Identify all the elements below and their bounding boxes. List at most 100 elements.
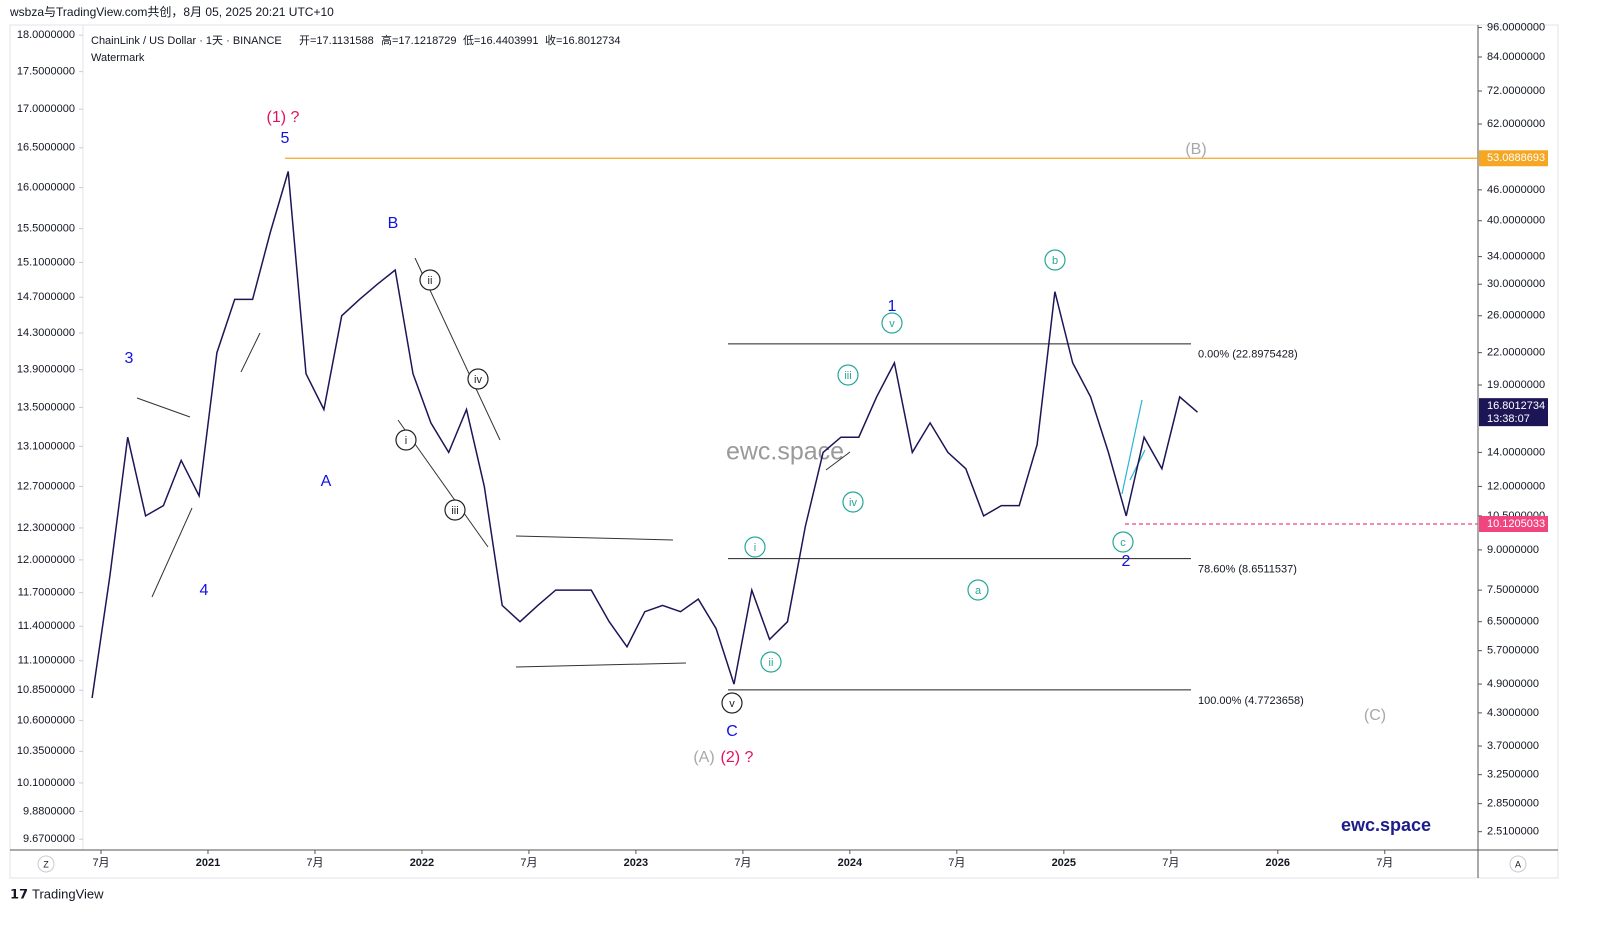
wave-label: a xyxy=(975,585,982,597)
wave-label: (2) ? xyxy=(721,749,754,766)
y-tick-label: 22.0000000 xyxy=(1487,347,1545,359)
wave-label: A xyxy=(321,473,332,490)
y2-tick-label: 13.9000000 xyxy=(17,364,75,376)
wave-label: i xyxy=(754,542,756,554)
wave-label: (1) ? xyxy=(267,109,300,126)
y2-tick-label: 14.7000000 xyxy=(17,291,75,303)
price-box-label: 53.0888693 xyxy=(1487,152,1545,164)
y2-tick-label: 9.8800000 xyxy=(23,805,75,817)
x-tick-label: 7月 xyxy=(734,857,751,869)
wave-circle xyxy=(967,579,989,601)
y2-tick-label: 12.7000000 xyxy=(17,480,75,492)
indicator: Watermark xyxy=(91,52,145,64)
countdown: 13:38:07 xyxy=(1487,413,1530,425)
y2-tick-label: 10.3500000 xyxy=(17,745,75,757)
wave-label: (B) xyxy=(1185,141,1206,158)
wave-circle xyxy=(395,429,417,451)
y-tick-label: 2.8500000 xyxy=(1487,798,1539,810)
y-tick-label: 6.5000000 xyxy=(1487,616,1539,628)
a-button-bg xyxy=(1509,855,1527,873)
fib-label: 0.00% (22.8975428) xyxy=(1198,349,1298,361)
ohlc-close: 收=16.8012734 xyxy=(545,33,621,47)
wave-circle xyxy=(760,651,782,673)
y-tick-label: 62.0000000 xyxy=(1487,118,1545,130)
wave-label: (C) xyxy=(1364,707,1386,724)
x-tick-label: 7月 xyxy=(948,857,965,869)
y-tick-label: 5.7000000 xyxy=(1487,645,1539,657)
ohlc-open: 开=17.1131588 xyxy=(299,35,374,47)
fib-label: 78.60% (8.6511537) xyxy=(1198,564,1297,576)
wave-circle xyxy=(837,364,859,386)
y-tick-label: 2.5100000 xyxy=(1487,826,1539,838)
logo-mark: 𝟭𝟳 xyxy=(10,886,28,901)
fib-label: 100.00% (4.7723658) xyxy=(1198,695,1304,707)
y-tick-label: 12.0000000 xyxy=(1487,480,1545,492)
wave-label: iii xyxy=(451,505,458,517)
y-tick-label: 19.0000000 xyxy=(1487,379,1545,391)
y2-tick-label: 16.0000000 xyxy=(17,181,75,193)
z-button[interactable]: Z xyxy=(43,859,49,869)
wave-label: 4 xyxy=(200,582,209,599)
price-box xyxy=(1479,150,1548,167)
y2-tick-label: 17.0000000 xyxy=(17,103,75,115)
y-tick-label: 4.9000000 xyxy=(1487,678,1539,690)
y2-tick-label: 18.0000000 xyxy=(17,29,75,41)
price-line xyxy=(91,171,1198,699)
y-tick-label: 3.2500000 xyxy=(1487,769,1539,781)
wave-circle xyxy=(881,312,903,334)
ohlc-low: 低=16.4403991 xyxy=(463,34,539,47)
wave-circle xyxy=(419,269,441,291)
y2-tick-label: 12.0000000 xyxy=(17,554,75,566)
wave-label: 3 xyxy=(125,350,134,367)
y2-tick-label: 11.1000000 xyxy=(18,655,75,667)
wave-circle xyxy=(842,491,864,513)
caption: wsbza与TradingView.com共创，8月 05, 2025 20:2… xyxy=(9,5,334,19)
y2-tick-label: 13.1000000 xyxy=(17,440,75,452)
x-tick-label: 7月 xyxy=(520,857,537,869)
trend-lines xyxy=(136,257,851,668)
wave-circle xyxy=(1044,249,1066,271)
symbol: ChainLink / US Dollar · 1天 · BINANCE xyxy=(91,35,282,47)
wave-label: ii xyxy=(769,657,774,669)
x-tick-label: 7月 xyxy=(1162,857,1179,869)
watermark: ewc.space xyxy=(1341,815,1431,835)
wave-label: (A) xyxy=(693,749,714,766)
y2-tick-label: 12.3000000 xyxy=(17,522,75,534)
z-button-bg xyxy=(37,855,55,873)
y-tick-label: 7.5000000 xyxy=(1487,584,1539,596)
y2-tick-label: 11.4000000 xyxy=(18,620,75,632)
y2-tick-label: 16.5000000 xyxy=(17,142,75,154)
logo: TradingView xyxy=(32,886,104,901)
wave-circle xyxy=(467,368,489,390)
y-tick-label: 72.0000000 xyxy=(1487,85,1545,97)
x-tick-label: 7月 xyxy=(92,857,109,869)
y2-tick-label: 17.5000000 xyxy=(17,66,75,78)
wave-circle xyxy=(1112,531,1134,553)
wave-label: v xyxy=(889,318,895,330)
price-box xyxy=(1479,516,1548,533)
watermark: ewc.space xyxy=(726,438,844,466)
y-tick-label: 96.0000000 xyxy=(1487,21,1545,33)
y2-tick-label: 10.8500000 xyxy=(17,684,75,696)
a-button[interactable]: A xyxy=(1515,859,1521,869)
wave-label: 2 xyxy=(1122,553,1131,570)
wave-circle xyxy=(721,692,743,714)
wave-label: 5 xyxy=(281,130,290,147)
x-tick-label: 2024 xyxy=(838,857,863,869)
y-tick-label: 26.0000000 xyxy=(1487,310,1545,322)
y2-tick-label: 15.1000000 xyxy=(17,256,75,268)
wave-label: v xyxy=(729,698,735,710)
ohlc-high: 高=17.1218729 xyxy=(381,33,457,47)
x-tick-label: 2022 xyxy=(410,857,434,869)
y-tick-label: 4.3000000 xyxy=(1487,707,1539,719)
last-price-box xyxy=(1479,398,1548,427)
wave-label: iv xyxy=(474,374,482,386)
y2-tick-label: 13.5000000 xyxy=(17,401,75,413)
wave-label: iii xyxy=(844,370,851,382)
y2-tick-label: 15.5000000 xyxy=(17,223,75,235)
wave-label: c xyxy=(1120,537,1126,549)
y-tick-label: 30.0000000 xyxy=(1487,278,1545,290)
x-tick-label: 2021 xyxy=(196,857,220,869)
chart-frame xyxy=(9,24,1559,879)
